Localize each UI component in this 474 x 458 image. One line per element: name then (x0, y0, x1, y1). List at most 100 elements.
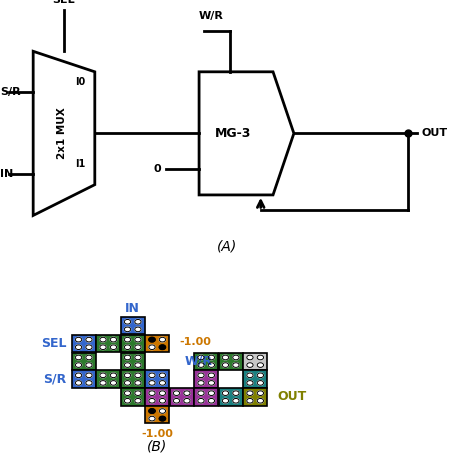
Bar (72, 371, 96, 388)
Circle shape (159, 391, 165, 395)
Circle shape (198, 373, 204, 378)
Circle shape (86, 373, 92, 378)
Circle shape (124, 381, 131, 385)
Circle shape (159, 398, 165, 403)
Bar (121, 317, 145, 334)
Circle shape (198, 363, 204, 367)
Circle shape (208, 355, 215, 360)
Text: IN: IN (125, 302, 140, 315)
Circle shape (149, 373, 155, 378)
Bar (243, 353, 267, 370)
Circle shape (135, 391, 141, 395)
Circle shape (110, 373, 117, 378)
Circle shape (257, 381, 264, 385)
Circle shape (86, 381, 92, 385)
Circle shape (257, 391, 264, 395)
Circle shape (208, 381, 215, 385)
Bar (121, 353, 145, 370)
Circle shape (159, 381, 165, 385)
Text: W/R: W/R (199, 11, 224, 21)
Bar (194, 353, 218, 370)
Circle shape (184, 391, 190, 395)
Text: W/R: W/R (184, 355, 212, 368)
Circle shape (110, 338, 117, 342)
Circle shape (233, 363, 239, 367)
Bar (219, 353, 243, 370)
Circle shape (233, 355, 239, 360)
Circle shape (75, 373, 82, 378)
Bar (170, 388, 193, 406)
Circle shape (247, 391, 253, 395)
Text: -1.00: -1.00 (179, 337, 211, 347)
Text: (B): (B) (147, 440, 167, 454)
Circle shape (233, 391, 239, 395)
Bar (146, 388, 169, 406)
Circle shape (124, 338, 131, 342)
Circle shape (173, 398, 180, 403)
Bar (72, 353, 96, 370)
Circle shape (257, 355, 264, 360)
Circle shape (124, 327, 131, 332)
Circle shape (135, 338, 141, 342)
Circle shape (149, 391, 155, 395)
Circle shape (124, 373, 131, 378)
Circle shape (100, 373, 106, 378)
Circle shape (100, 381, 106, 385)
Text: -1.00: -1.00 (141, 429, 173, 439)
Circle shape (198, 398, 204, 403)
Circle shape (222, 391, 228, 395)
Circle shape (149, 345, 155, 349)
Bar (194, 371, 218, 388)
Bar (243, 388, 267, 406)
Circle shape (208, 373, 215, 378)
Text: SEL: SEL (53, 0, 75, 5)
Circle shape (135, 345, 141, 349)
Circle shape (149, 416, 155, 421)
Circle shape (135, 320, 141, 324)
Text: OUT: OUT (277, 391, 307, 403)
Text: S/R: S/R (0, 87, 21, 98)
Circle shape (159, 409, 165, 413)
Text: SEL: SEL (41, 337, 66, 350)
Circle shape (124, 355, 131, 360)
Circle shape (135, 398, 141, 403)
Circle shape (247, 398, 253, 403)
Text: I1: I1 (75, 159, 85, 169)
Bar (194, 388, 218, 406)
Circle shape (149, 398, 155, 403)
Text: S/R: S/R (43, 373, 66, 386)
Circle shape (100, 345, 106, 349)
Circle shape (135, 381, 141, 385)
Text: I0: I0 (75, 77, 85, 87)
Circle shape (75, 363, 82, 367)
Circle shape (222, 355, 228, 360)
Circle shape (135, 327, 141, 332)
Circle shape (257, 373, 264, 378)
Circle shape (247, 373, 253, 378)
Bar (146, 406, 169, 424)
Bar (121, 371, 145, 388)
Circle shape (135, 363, 141, 367)
Circle shape (208, 391, 215, 395)
Text: OUT: OUT (422, 128, 448, 138)
Circle shape (247, 381, 253, 385)
Circle shape (257, 363, 264, 367)
Circle shape (86, 355, 92, 360)
Circle shape (222, 363, 228, 367)
Circle shape (110, 345, 117, 349)
Circle shape (247, 363, 253, 367)
Bar (121, 388, 145, 406)
Text: (A): (A) (218, 239, 237, 253)
Bar (96, 371, 120, 388)
Circle shape (75, 345, 82, 349)
Text: 2x1 MUX: 2x1 MUX (56, 108, 67, 159)
Circle shape (86, 363, 92, 367)
Circle shape (247, 355, 253, 360)
Circle shape (135, 355, 141, 360)
Circle shape (124, 320, 131, 324)
Circle shape (124, 391, 131, 395)
Circle shape (208, 398, 215, 403)
Circle shape (75, 381, 82, 385)
Circle shape (222, 398, 228, 403)
Circle shape (110, 381, 117, 385)
